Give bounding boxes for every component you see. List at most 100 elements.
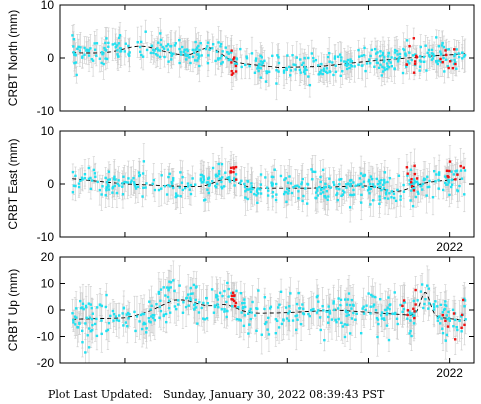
data-point <box>436 62 440 66</box>
data-point <box>150 44 154 48</box>
data-point <box>107 185 110 188</box>
data-point <box>415 180 419 184</box>
data-point <box>426 175 429 178</box>
data-point <box>183 48 186 52</box>
data-point <box>118 34 122 37</box>
data-point <box>133 183 136 186</box>
data-point <box>397 174 401 177</box>
data-point <box>373 65 376 69</box>
data-point <box>206 188 209 191</box>
y-tick-label: -10 <box>37 104 55 118</box>
data-point <box>202 178 206 181</box>
data-point <box>217 162 220 166</box>
data-point <box>321 72 325 76</box>
data-point <box>178 186 181 189</box>
data-point <box>91 59 95 62</box>
data-point <box>199 177 203 180</box>
data-point <box>98 57 102 60</box>
data-point <box>186 182 190 185</box>
data-point <box>72 184 76 187</box>
data-point <box>408 179 411 182</box>
data-point <box>382 60 386 63</box>
data-point <box>142 186 145 190</box>
data-point <box>442 56 445 60</box>
data-point <box>270 175 274 178</box>
data-point <box>244 196 247 199</box>
data-point <box>204 198 207 201</box>
data-point-recent <box>413 62 417 66</box>
data-point <box>137 171 141 174</box>
data-point <box>111 43 115 46</box>
data-point <box>352 188 355 192</box>
data-point <box>238 181 242 185</box>
data-point <box>336 198 339 202</box>
data-point-recent <box>444 49 447 52</box>
data-point <box>87 177 91 181</box>
data-point <box>172 177 175 180</box>
data-point <box>446 65 450 68</box>
data-point <box>158 49 162 52</box>
data-point <box>292 186 295 189</box>
data-point <box>116 44 119 47</box>
data-point <box>447 180 450 183</box>
data-point-recent <box>459 164 462 168</box>
data-point <box>324 196 327 199</box>
data-point <box>383 196 387 200</box>
data-point <box>83 46 86 50</box>
data-point <box>260 56 263 59</box>
data-point <box>90 58 94 61</box>
data-point <box>367 180 371 183</box>
data-point <box>202 180 205 184</box>
data-point <box>78 49 82 52</box>
data-point <box>369 54 372 58</box>
data-point-recent <box>413 164 416 168</box>
data-point <box>418 65 422 68</box>
data-point <box>196 59 199 62</box>
data-point <box>274 182 278 186</box>
data-point <box>200 54 203 57</box>
data-point <box>393 67 396 71</box>
data-point <box>319 192 323 195</box>
data-point <box>266 194 270 197</box>
data-point <box>156 54 159 57</box>
data-point <box>233 179 236 182</box>
data-point <box>159 32 162 35</box>
data-point <box>172 52 175 55</box>
data-point <box>253 71 257 74</box>
data-point <box>279 174 283 178</box>
data-point <box>307 312 310 316</box>
data-point <box>285 68 288 71</box>
data-point <box>321 168 325 172</box>
data-point <box>188 188 192 191</box>
data-point <box>149 51 153 55</box>
data-point <box>382 187 386 190</box>
data-point <box>87 54 91 57</box>
data-point <box>274 198 278 202</box>
data-point <box>186 49 189 53</box>
data-point <box>265 70 268 73</box>
data-point <box>149 308 152 311</box>
data-point <box>193 59 197 62</box>
data-point <box>365 62 369 65</box>
data-point <box>178 61 181 65</box>
data-point <box>437 179 440 182</box>
data-point <box>250 52 254 55</box>
data-point <box>90 179 94 182</box>
data-point <box>456 189 460 193</box>
data-point <box>228 178 231 182</box>
data-point <box>444 58 448 61</box>
data-point-recent <box>230 69 233 73</box>
data-point <box>220 185 223 189</box>
data-point <box>328 312 332 315</box>
data-point <box>343 191 346 194</box>
data-point <box>307 75 310 78</box>
model-line <box>72 292 466 321</box>
data-point-recent <box>412 37 416 40</box>
data-point <box>441 311 445 314</box>
data-point <box>237 305 240 309</box>
data-point <box>189 183 193 187</box>
data-point <box>383 171 387 174</box>
data-point <box>221 50 224 53</box>
data-point <box>221 61 224 64</box>
data-point-recent <box>445 53 448 57</box>
